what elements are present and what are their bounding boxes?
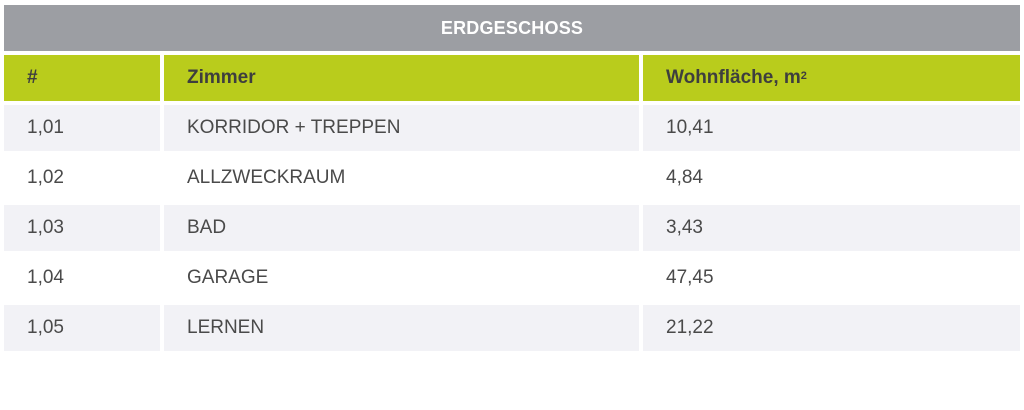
table-row: 1,01 KORRIDOR + TREPPEN 10,41 [4,105,1020,151]
row-area: 3,43 [643,205,1020,251]
row-room: GARAGE [164,255,639,301]
row-area: 4,84 [643,155,1020,201]
row-room: ALLZWECKRAUM [164,155,639,201]
row-room: LERNEN [164,305,639,351]
row-area: 10,41 [643,105,1020,151]
row-number: 1,01 [4,105,160,151]
row-number: 1,05 [4,305,160,351]
table-row: 1,03 BAD 3,43 [4,205,1020,251]
divider [4,51,1020,55]
row-number: 1,02 [4,155,160,201]
table-row: 1,02 ALLZWECKRAUM 4,84 [4,155,1020,201]
header-room: Zimmer [164,55,639,101]
row-room: KORRIDOR + TREPPEN [164,105,639,151]
row-area: 47,45 [643,255,1020,301]
row-number: 1,04 [4,255,160,301]
header-area-label: Wohnfläche, m [666,67,801,88]
table-title: ERDGESCHOSS [4,5,1020,51]
row-number: 1,03 [4,205,160,251]
table-row: 1,04 GARAGE 47,45 [4,255,1020,301]
header-area-superscript: 2 [800,70,807,82]
row-area: 21,22 [643,305,1020,351]
row-room: BAD [164,205,639,251]
header-number: # [4,55,160,101]
table-row: 1,05 LERNEN 21,22 [4,305,1020,351]
